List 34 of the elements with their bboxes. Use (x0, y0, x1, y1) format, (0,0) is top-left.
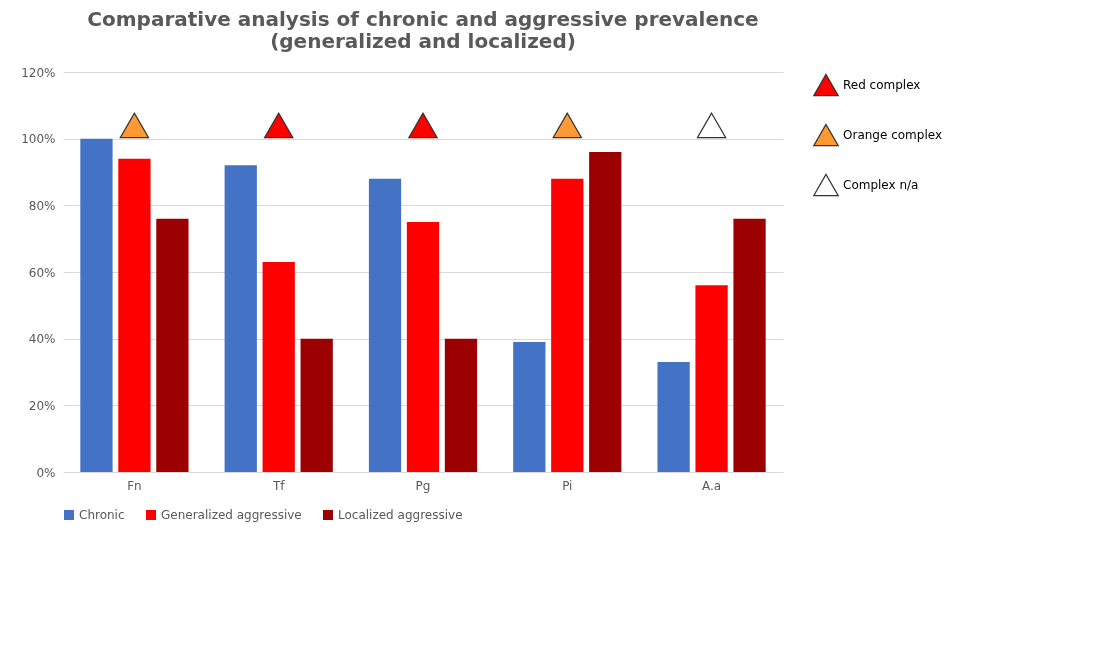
chart-title: Comparative analysis of chronic and aggressive prevalence (generalized and localized) (87, 7, 759, 53)
legend-label: Orange complex (843, 128, 943, 142)
y-tick-label: 40% (28, 332, 56, 347)
bar (589, 152, 622, 472)
legend-label: Localized aggressive (338, 508, 463, 522)
x-tick-label: A.a (701, 478, 722, 493)
x-tick-label: Pi (562, 478, 573, 493)
bar (80, 138, 113, 472)
x-tick-label: Pg (415, 478, 431, 493)
y-tick-label: 120% (21, 65, 56, 80)
x-tick-label: Fn (127, 478, 142, 493)
legend-label: Chronic (79, 508, 125, 522)
y-tick-label: 60% (28, 265, 56, 280)
bar (262, 262, 295, 472)
bar (513, 342, 546, 472)
legend-label: Generalized aggressive (161, 508, 302, 522)
bar (156, 218, 189, 472)
bar (118, 158, 151, 472)
bar (695, 285, 728, 472)
y-tick-label: 0% (36, 465, 56, 480)
bar (224, 165, 257, 472)
bar (551, 178, 584, 472)
x-tick-label: Tf (271, 478, 286, 493)
bar (444, 338, 478, 472)
bar (368, 178, 402, 472)
y-tick-label: 20% (28, 398, 56, 413)
y-tick-label: 80% (28, 198, 56, 213)
legend-label: Complex n/a (843, 178, 919, 192)
bar (657, 362, 690, 472)
y-tick-label: 100% (21, 132, 56, 147)
bar (300, 338, 333, 472)
bar (733, 218, 766, 472)
bar (406, 222, 440, 472)
legend-label: Red complex (843, 78, 921, 92)
